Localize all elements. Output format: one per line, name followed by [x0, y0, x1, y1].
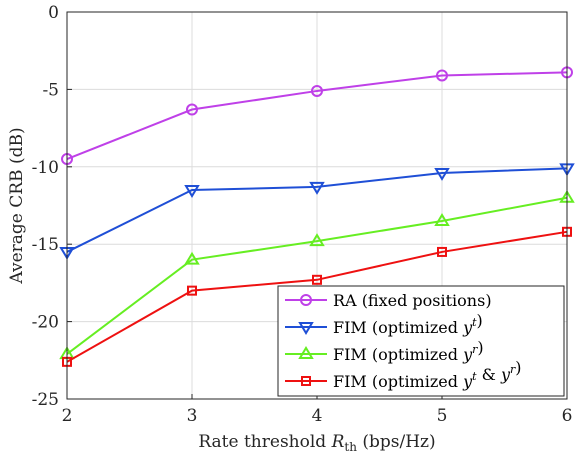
data-point — [186, 103, 198, 116]
legend-label: FIM (optimized yt) — [333, 311, 483, 337]
y-tick-label: -5 — [42, 80, 59, 100]
y-tick-label: 0 — [48, 3, 59, 23]
legend-entry: FIM (optimized yt & yr) — [285, 358, 522, 391]
legend-marker — [301, 376, 311, 386]
y-axis-label: Average CRB (dB) — [7, 127, 27, 284]
series-line — [66, 71, 568, 160]
data-point — [434, 213, 450, 226]
y-tick-label: -15 — [32, 235, 59, 255]
legend-label: FIM (optimized yt & yr) — [333, 358, 522, 391]
x-tick-label: 2 — [62, 406, 73, 426]
data-point — [187, 285, 197, 296]
data-point — [309, 181, 325, 195]
x-tick-label: 3 — [187, 406, 198, 426]
data-point — [437, 246, 447, 257]
legend-label: RA (fixed positions) — [333, 291, 492, 310]
series-line — [66, 230, 568, 363]
legend-label: FIM (optimized yr) — [333, 338, 484, 364]
legend-entry: RA (fixed positions) — [285, 291, 492, 310]
data-point — [184, 251, 200, 265]
series-line — [66, 167, 568, 253]
legend-marker — [300, 294, 312, 306]
y-tick-label: -25 — [32, 390, 59, 410]
data-point — [434, 167, 450, 181]
tick-labels: 2 3 4 5 6 0 -5 -10 -15 -20 -25 — [32, 3, 573, 426]
legend-entry: FIM (optimized yt) — [285, 311, 483, 337]
data-point — [311, 84, 323, 97]
legend-marker — [298, 322, 314, 335]
x-tick-label: 4 — [312, 406, 323, 426]
legend: RA (fixed positions)FIM (optimized yt)FI… — [277, 285, 565, 397]
legend-marker — [298, 346, 314, 359]
legend-box — [277, 285, 565, 397]
data-point — [309, 233, 325, 247]
series-line — [66, 196, 568, 355]
data-point — [312, 274, 322, 285]
data-point — [184, 185, 200, 198]
y-tick-label: -10 — [32, 158, 59, 178]
x-tick-label: 5 — [437, 406, 448, 426]
x-axis-label: Rate threshold Rth (bps/Hz) — [198, 432, 435, 454]
data-point — [436, 69, 448, 82]
y-tick-label: -20 — [32, 313, 59, 333]
legend-entry: FIM (optimized yr) — [285, 338, 484, 364]
x-tick-label: 6 — [562, 406, 573, 426]
